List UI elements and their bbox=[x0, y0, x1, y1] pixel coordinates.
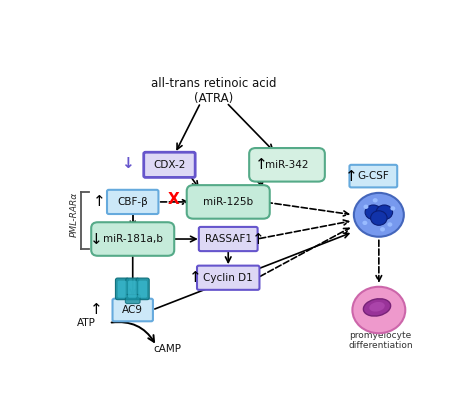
Text: ↑: ↑ bbox=[90, 303, 102, 318]
Circle shape bbox=[380, 227, 385, 232]
FancyArrowPatch shape bbox=[376, 240, 382, 281]
Text: ATP: ATP bbox=[77, 318, 96, 328]
FancyBboxPatch shape bbox=[107, 190, 158, 214]
Text: PML-RARα: PML-RARα bbox=[70, 192, 78, 238]
FancyArrowPatch shape bbox=[260, 228, 349, 277]
Circle shape bbox=[363, 221, 367, 225]
FancyBboxPatch shape bbox=[91, 222, 174, 256]
Circle shape bbox=[371, 211, 387, 225]
Text: miR-181a,b: miR-181a,b bbox=[103, 234, 163, 244]
Circle shape bbox=[387, 222, 392, 227]
Ellipse shape bbox=[369, 302, 385, 312]
Text: miR-342: miR-342 bbox=[265, 160, 309, 170]
Text: X: X bbox=[167, 192, 179, 207]
Circle shape bbox=[390, 206, 395, 211]
Text: AC9: AC9 bbox=[122, 305, 143, 315]
FancyArrowPatch shape bbox=[226, 252, 231, 262]
FancyArrowPatch shape bbox=[130, 253, 136, 295]
Text: ↑: ↑ bbox=[255, 157, 268, 172]
FancyBboxPatch shape bbox=[349, 165, 397, 187]
FancyArrowPatch shape bbox=[260, 220, 348, 238]
Text: ↓: ↓ bbox=[121, 156, 134, 171]
Circle shape bbox=[373, 198, 378, 202]
Text: miR-125b: miR-125b bbox=[203, 197, 253, 207]
Text: CBF-β: CBF-β bbox=[118, 197, 148, 207]
Text: G-CSF: G-CSF bbox=[357, 171, 389, 181]
FancyBboxPatch shape bbox=[112, 299, 153, 321]
Ellipse shape bbox=[364, 299, 391, 316]
FancyBboxPatch shape bbox=[249, 148, 325, 181]
Text: ↑: ↑ bbox=[252, 232, 264, 246]
FancyBboxPatch shape bbox=[138, 281, 147, 298]
Text: cAMP: cAMP bbox=[154, 344, 182, 354]
Circle shape bbox=[354, 193, 404, 237]
Text: ↑: ↑ bbox=[189, 270, 201, 285]
Text: ↑: ↑ bbox=[93, 194, 106, 210]
Text: RASSAF1: RASSAF1 bbox=[205, 234, 252, 244]
FancyArrowPatch shape bbox=[228, 104, 273, 150]
FancyBboxPatch shape bbox=[199, 227, 258, 251]
FancyBboxPatch shape bbox=[197, 266, 259, 290]
Circle shape bbox=[365, 205, 382, 220]
FancyBboxPatch shape bbox=[136, 278, 149, 300]
FancyBboxPatch shape bbox=[128, 281, 137, 298]
FancyBboxPatch shape bbox=[144, 152, 195, 177]
Text: ↑: ↑ bbox=[345, 168, 358, 184]
Text: CDX-2: CDX-2 bbox=[153, 160, 186, 170]
FancyBboxPatch shape bbox=[125, 295, 140, 303]
FancyArrowPatch shape bbox=[155, 233, 349, 309]
FancyBboxPatch shape bbox=[187, 185, 270, 219]
Circle shape bbox=[364, 204, 368, 209]
FancyArrowPatch shape bbox=[177, 105, 200, 150]
FancyBboxPatch shape bbox=[118, 281, 127, 298]
FancyBboxPatch shape bbox=[116, 278, 128, 300]
Circle shape bbox=[376, 205, 392, 220]
Circle shape bbox=[352, 287, 405, 333]
Text: promyelocyte
differentiation: promyelocyte differentiation bbox=[348, 331, 413, 350]
FancyArrowPatch shape bbox=[256, 168, 263, 186]
Text: Cyclin D1: Cyclin D1 bbox=[203, 273, 253, 283]
FancyArrowPatch shape bbox=[172, 236, 196, 242]
Text: all-trans retinoic acid
(ATRA): all-trans retinoic acid (ATRA) bbox=[151, 77, 276, 105]
FancyBboxPatch shape bbox=[126, 278, 139, 300]
Text: ↓: ↓ bbox=[90, 232, 102, 246]
FancyArrowPatch shape bbox=[266, 202, 348, 216]
FancyArrowPatch shape bbox=[191, 177, 198, 187]
